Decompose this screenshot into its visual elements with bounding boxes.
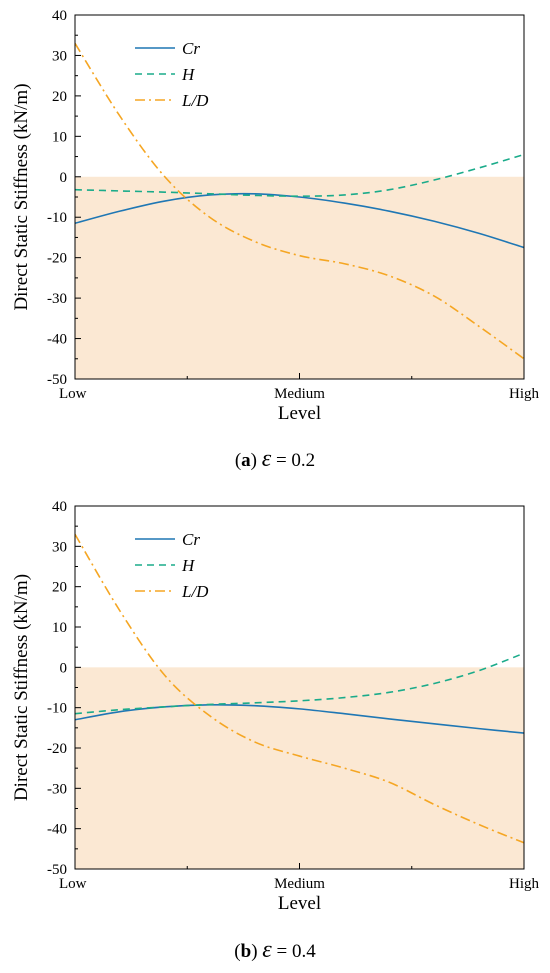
y-tick-label: 20 <box>52 580 67 596</box>
y-tick-label: 20 <box>52 89 67 105</box>
y-tick-label: -50 <box>47 372 67 388</box>
y-tick-label: -50 <box>47 862 67 878</box>
y-tick-label: -20 <box>47 741 67 757</box>
legend-label: H <box>181 556 196 575</box>
legend-label: Cr <box>182 39 200 58</box>
x-axis-label: Level <box>278 403 321 424</box>
negative-stiffness-region <box>75 667 524 869</box>
y-axis-label: Direct Static Stiffness (kN/m) <box>11 574 32 801</box>
legend-label: H <box>181 65 196 84</box>
panel-caption: (a) ε = 0.2 <box>235 446 315 472</box>
x-tick-label: Medium <box>274 386 325 402</box>
x-tick-label: Medium <box>274 876 325 892</box>
y-tick-label: 40 <box>52 499 67 515</box>
legend-label: Cr <box>182 530 200 549</box>
x-axis-label: Level <box>278 893 321 914</box>
y-tick-label: 10 <box>52 620 67 636</box>
y-tick-label: -40 <box>47 822 67 838</box>
y-tick-label: 10 <box>52 129 67 145</box>
x-tick-label: Low <box>59 386 87 402</box>
series-line-h <box>75 652 524 715</box>
series-line-cr <box>75 192 524 249</box>
y-tick-label: -10 <box>47 210 67 226</box>
series-line-ld <box>75 533 524 844</box>
x-tick-label: Low <box>59 876 87 892</box>
y-tick-label: 40 <box>52 8 67 24</box>
negative-stiffness-region <box>75 176 524 379</box>
series-group <box>75 42 524 360</box>
y-tick-label: 0 <box>60 660 68 676</box>
series-group <box>75 533 524 844</box>
y-tick-label: -30 <box>47 781 67 797</box>
y-tick-label: -30 <box>47 291 67 307</box>
y-axis-label: Direct Static Stiffness (kN/m) <box>11 83 32 310</box>
series-line-h <box>75 153 524 197</box>
legend-label: L/D <box>181 582 209 601</box>
chart-panel-b: -50 -40 -30 -20 -10 0 10 20 30 40 Low Medium High Lev… <box>11 499 540 963</box>
y-tick-label: 30 <box>52 539 67 555</box>
y-tick-label: -40 <box>47 332 67 348</box>
chart-panel-a: -50 -40 -30 -20 -10 0 10 20 30 40 Low Medium High Lev… <box>11 8 540 472</box>
x-tick-label: High <box>509 876 540 892</box>
series-line-ld <box>75 42 524 360</box>
legend-label: L/D <box>181 91 209 110</box>
y-tick-label: 0 <box>60 170 68 186</box>
y-tick-label: 30 <box>52 48 67 64</box>
y-tick-label: -20 <box>47 251 67 267</box>
panel-caption: (b) ε = 0.4 <box>234 937 316 963</box>
x-tick-label: High <box>509 386 540 402</box>
y-tick-label: -10 <box>47 701 67 717</box>
